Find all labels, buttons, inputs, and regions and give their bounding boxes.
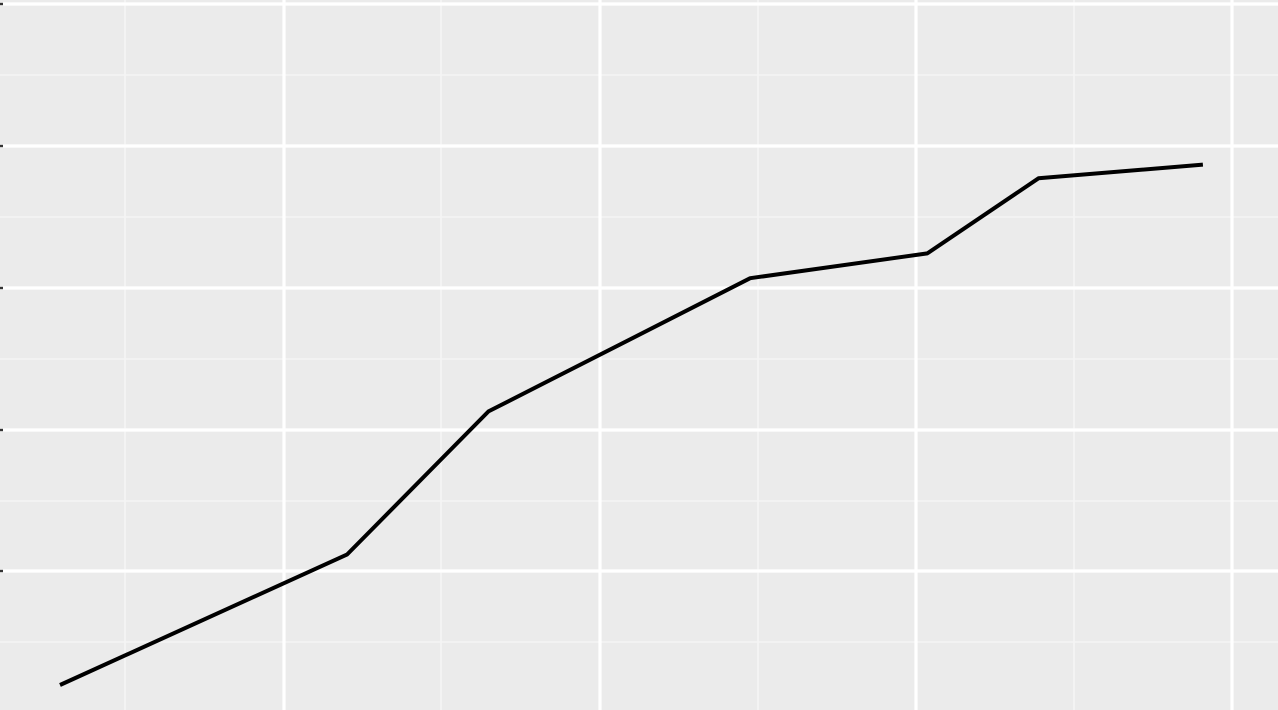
y-axis-ticks — [0, 2, 3, 573]
series-layer — [59, 162, 1204, 687]
series-line — [59, 162, 1204, 687]
